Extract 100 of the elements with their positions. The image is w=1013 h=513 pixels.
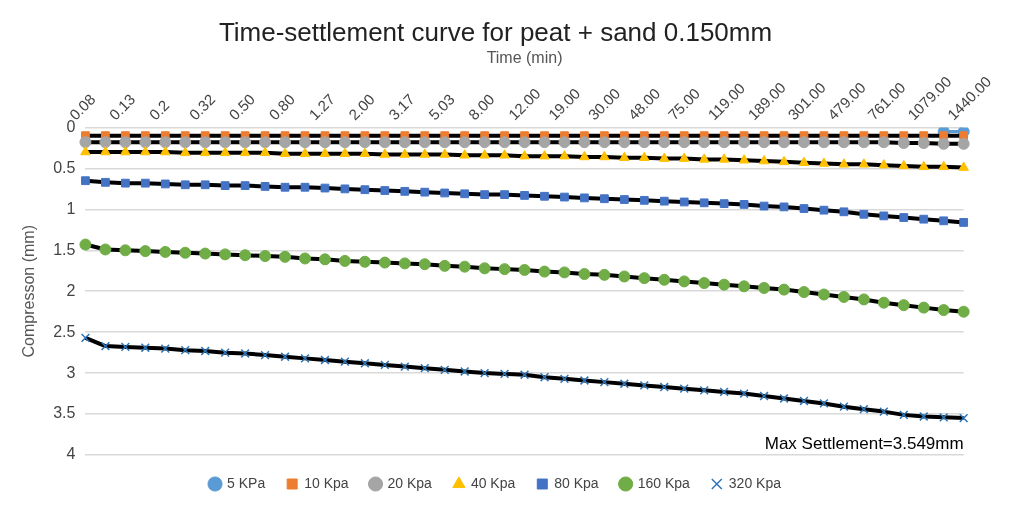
point — [619, 379, 629, 389]
point — [519, 370, 530, 380]
point — [378, 256, 391, 269]
point — [438, 136, 451, 149]
point — [798, 156, 810, 166]
point — [80, 333, 91, 343]
point — [898, 159, 910, 170]
point — [618, 270, 631, 283]
point — [318, 136, 331, 149]
point — [738, 154, 750, 164]
point — [899, 213, 909, 222]
point — [219, 146, 231, 157]
point — [799, 204, 809, 213]
point — [120, 342, 130, 352]
point — [958, 161, 969, 171]
point — [400, 186, 410, 196]
point — [459, 149, 470, 159]
point — [219, 248, 232, 261]
point — [559, 374, 570, 384]
point — [759, 391, 769, 401]
point — [580, 193, 589, 203]
point — [120, 178, 130, 188]
point — [959, 413, 969, 423]
point — [560, 192, 569, 202]
point — [81, 176, 90, 186]
point — [539, 372, 550, 382]
point — [418, 136, 431, 149]
point — [738, 136, 751, 149]
point — [859, 209, 869, 219]
point — [759, 201, 769, 211]
point — [837, 136, 850, 149]
point — [99, 136, 112, 149]
point — [778, 283, 791, 296]
point — [240, 181, 250, 190]
point — [599, 377, 610, 387]
point — [698, 153, 710, 163]
point — [659, 196, 669, 206]
point — [939, 216, 949, 226]
point — [917, 301, 930, 314]
point — [819, 205, 829, 215]
legend-label: 5 KPa — [227, 474, 266, 491]
point — [859, 404, 869, 414]
y-tick-label: 3 — [66, 363, 76, 381]
point — [598, 136, 611, 149]
point — [937, 137, 950, 150]
point — [519, 150, 530, 160]
point — [339, 147, 351, 157]
legend-label: 40 Kpa — [470, 474, 516, 491]
point — [340, 184, 350, 194]
point — [299, 147, 311, 157]
point — [678, 136, 691, 149]
point — [160, 343, 170, 354]
chart-title: Time-settlement curve for peat + sand 0.150mm — [218, 16, 773, 47]
point — [399, 148, 411, 158]
point — [159, 136, 172, 149]
point — [318, 253, 331, 266]
y-tick-label: 1.5 — [53, 240, 76, 258]
legend-label: 20 Kpa — [387, 474, 433, 491]
point — [199, 136, 212, 149]
point — [460, 189, 470, 199]
legend-label: 80 Kpa — [554, 474, 599, 491]
point — [219, 136, 232, 149]
point — [758, 281, 771, 294]
point — [159, 245, 172, 258]
point — [140, 146, 151, 156]
y-tick-label: 1 — [66, 199, 76, 217]
point — [558, 136, 571, 149]
legend-label: 160 Kpa — [637, 474, 691, 491]
point — [239, 146, 251, 157]
point — [200, 346, 210, 356]
point — [320, 355, 330, 365]
point — [939, 412, 949, 422]
point — [280, 182, 290, 192]
point — [340, 357, 350, 367]
point — [679, 197, 689, 207]
point — [599, 150, 610, 161]
point — [818, 157, 830, 167]
point — [300, 353, 310, 364]
point — [420, 363, 430, 373]
point — [299, 136, 311, 149]
point — [360, 358, 370, 368]
point — [558, 266, 571, 279]
point — [598, 268, 611, 281]
point — [758, 136, 771, 149]
point — [180, 345, 190, 355]
point — [180, 180, 190, 190]
point — [179, 246, 192, 259]
point — [498, 136, 511, 149]
point — [578, 268, 591, 281]
point — [658, 136, 671, 149]
point — [838, 158, 850, 168]
point — [439, 148, 450, 158]
x-axis-title: Time (min) — [486, 49, 563, 67]
point — [877, 136, 890, 149]
point — [101, 177, 110, 187]
point — [778, 155, 790, 166]
point — [260, 350, 270, 360]
point — [540, 191, 549, 201]
point — [819, 398, 829, 409]
point — [279, 250, 292, 263]
